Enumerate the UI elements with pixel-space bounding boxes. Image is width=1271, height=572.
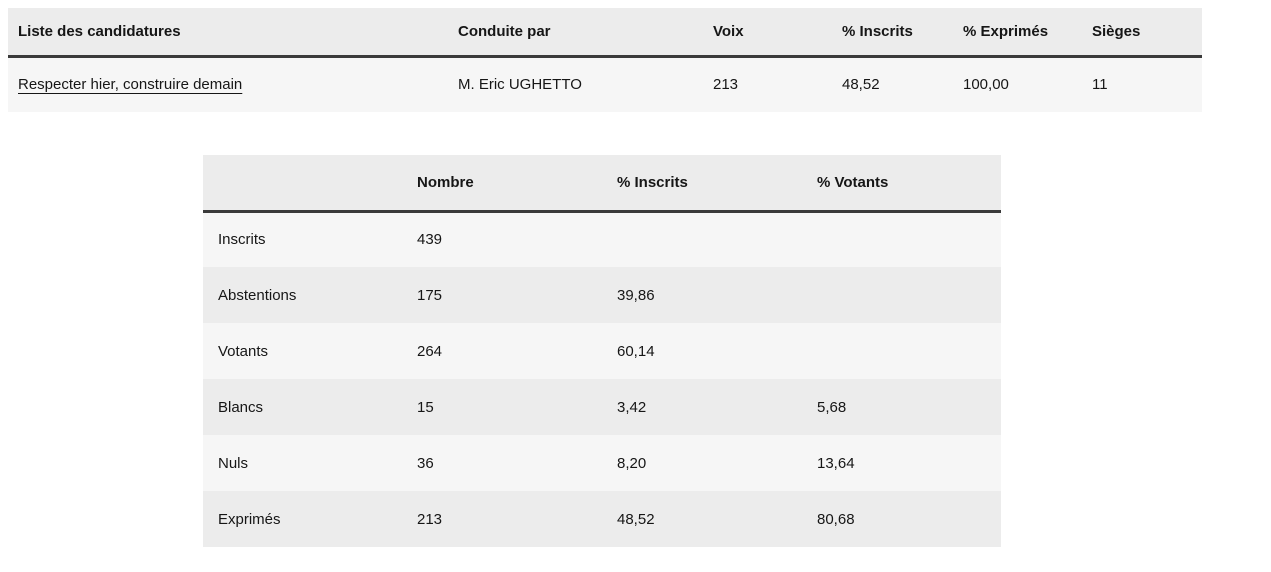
cell-pct-votants: 13,64 — [802, 435, 1001, 491]
col-header-pct-votants: % Votants — [802, 155, 1001, 213]
candidates-header-row: Liste des candidatures Conduite par Voix… — [8, 8, 1202, 58]
candidates-table-row: Respecter hier, construire demain M. Eri… — [8, 56, 1202, 112]
candidate-list-link[interactable]: Respecter hier, construire demain — [18, 76, 243, 94]
participation-table-header: Nombre % Inscrits % Votants — [203, 155, 1001, 213]
cell-nombre: 36 — [402, 435, 602, 491]
cell-pct-inscrits: 48,52 — [832, 56, 953, 112]
cell-pct-votants — [802, 267, 1001, 323]
cell-conduite-par: M. Eric UGHETTO — [448, 56, 703, 112]
col-header-voix: Voix — [703, 8, 832, 58]
participation-section: Nombre % Inscrits % Votants Inscrits 439… — [203, 155, 1001, 547]
col-header-empty — [203, 155, 402, 213]
col-header-pct-inscrits: % Inscrits — [832, 8, 953, 58]
cell-pct-inscrits: 8,20 — [602, 435, 802, 491]
participation-table-body: Inscrits 439 Abstentions 175 39,86 Votan… — [203, 211, 1001, 547]
cell-label: Abstentions — [203, 267, 402, 323]
cell-label: Votants — [203, 323, 402, 379]
cell-liste: Respecter hier, construire demain — [8, 56, 448, 112]
participation-row-exprimes: Exprimés 213 48,52 80,68 — [203, 491, 1001, 547]
col-header-sieges: Sièges — [1082, 8, 1202, 58]
participation-row-inscrits: Inscrits 439 — [203, 211, 1001, 267]
candidates-table-header: Liste des candidatures Conduite par Voix… — [8, 8, 1202, 58]
col-header-liste-candidatures: Liste des candidatures — [8, 8, 448, 58]
cell-nombre: 264 — [402, 323, 602, 379]
cell-pct-inscrits — [602, 211, 802, 267]
participation-row-blancs: Blancs 15 3,42 5,68 — [203, 379, 1001, 435]
participation-row-votants: Votants 264 60,14 — [203, 323, 1001, 379]
cell-nombre: 439 — [402, 211, 602, 267]
cell-pct-inscrits: 39,86 — [602, 267, 802, 323]
participation-table: Nombre % Inscrits % Votants Inscrits 439… — [203, 155, 1001, 547]
cell-nombre: 213 — [402, 491, 602, 547]
participation-row-abstentions: Abstentions 175 39,86 — [203, 267, 1001, 323]
col-header-pct-exprimes: % Exprimés — [953, 8, 1082, 58]
candidates-results-section: Liste des candidatures Conduite par Voix… — [8, 8, 1202, 112]
col-header-conduite-par: Conduite par — [448, 8, 703, 58]
cell-label: Nuls — [203, 435, 402, 491]
col-header-pct-inscrits: % Inscrits — [602, 155, 802, 213]
cell-pct-exprimes: 100,00 — [953, 56, 1082, 112]
cell-label: Blancs — [203, 379, 402, 435]
cell-pct-votants — [802, 211, 1001, 267]
participation-header-row: Nombre % Inscrits % Votants — [203, 155, 1001, 213]
cell-voix: 213 — [703, 56, 832, 112]
cell-pct-inscrits: 3,42 — [602, 379, 802, 435]
cell-pct-votants: 80,68 — [802, 491, 1001, 547]
cell-pct-votants — [802, 323, 1001, 379]
cell-pct-votants: 5,68 — [802, 379, 1001, 435]
cell-pct-inscrits: 60,14 — [602, 323, 802, 379]
cell-label: Exprimés — [203, 491, 402, 547]
cell-label: Inscrits — [203, 211, 402, 267]
cell-sieges: 11 — [1082, 56, 1202, 112]
cell-pct-inscrits: 48,52 — [602, 491, 802, 547]
candidates-results-table: Liste des candidatures Conduite par Voix… — [8, 8, 1202, 112]
col-header-nombre: Nombre — [402, 155, 602, 213]
cell-nombre: 15 — [402, 379, 602, 435]
participation-row-nuls: Nuls 36 8,20 13,64 — [203, 435, 1001, 491]
candidates-table-body: Respecter hier, construire demain M. Eri… — [8, 56, 1202, 112]
cell-nombre: 175 — [402, 267, 602, 323]
